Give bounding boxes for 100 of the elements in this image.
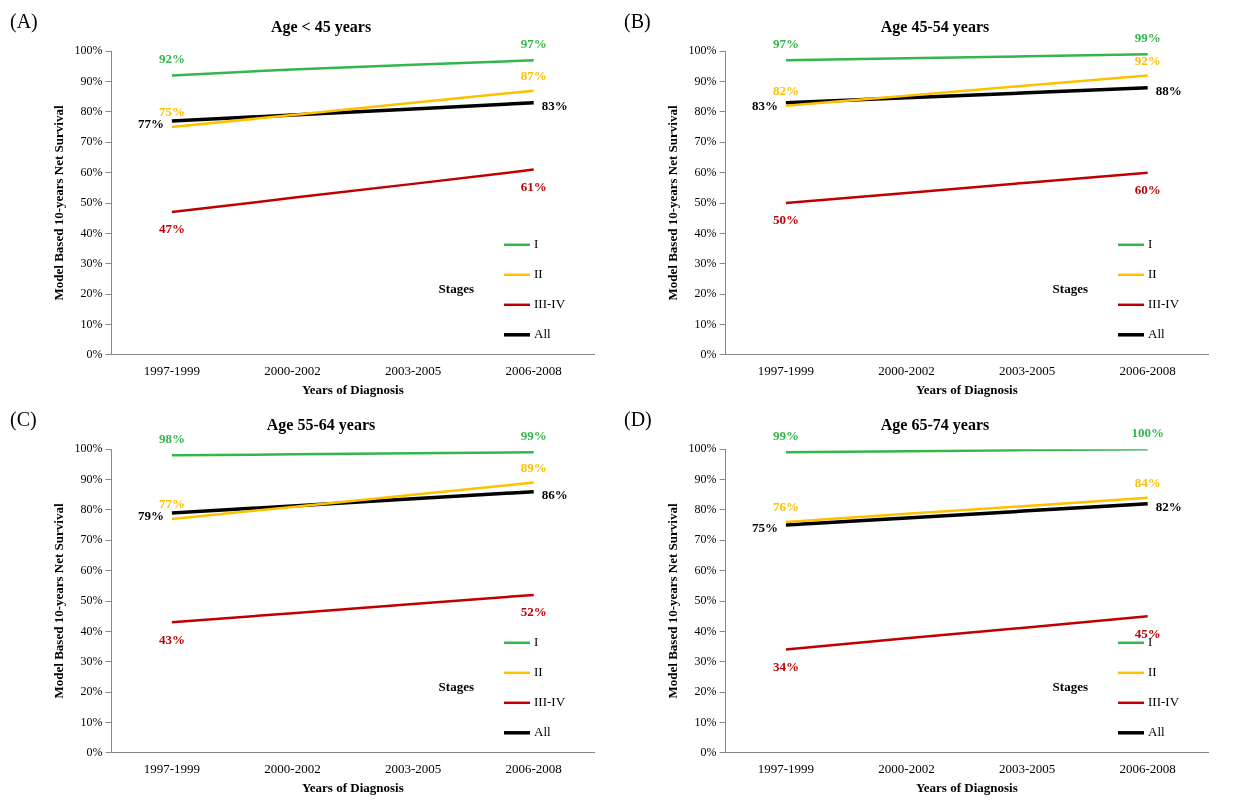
y-tick-label: 10% [694,714,717,729]
x-tick-label: 1997-1999 [143,761,201,777]
data-label: 99% [772,427,799,443]
legend-label: All [1148,326,1165,342]
y-tick-label: 70% [80,134,103,149]
y-tick-label: 100% [74,441,103,456]
y-tick-label: 20% [80,684,103,699]
y-tick-label: 60% [80,562,103,577]
y-tick-label: 60% [80,164,103,179]
y-tick-label: 80% [694,104,717,119]
y-tick-label: 80% [80,502,103,517]
legend-label: III-IV [534,694,566,710]
y-tick-label: 50% [80,195,103,210]
legend-label: All [534,724,551,740]
y-axis-title: Model Based 10-years Net Survival [665,503,681,699]
legend-label: All [1148,724,1165,740]
text: (B) [624,10,651,33]
text: (A) [10,10,38,33]
legend-label: II [534,266,543,282]
chart-title: Age 55-64 years [266,415,376,434]
y-tick-label: 10% [80,316,103,331]
y-tick-label: 50% [694,195,717,210]
data-label: 92% [158,50,185,66]
data-label: 83% [541,98,568,114]
y-tick-label: 100% [74,43,103,58]
legend-label: I [534,236,539,252]
y-tick-label: 60% [694,164,717,179]
x-tick-label: 2003-2005 [998,761,1056,777]
y-tick-label: 20% [694,286,717,301]
text: (C) [10,408,37,431]
y-tick-label: 60% [694,562,717,577]
y-tick-label: 100% [688,43,717,58]
data-label: 100% [1131,424,1164,440]
y-tick-label: 40% [80,623,103,638]
y-tick-label: 20% [80,286,103,301]
x-tick-label: 2006-2008 [1119,761,1176,777]
legend-title: Stages [1052,281,1088,297]
data-label: 99% [1134,29,1161,45]
x-tick-label: 2003-2005 [998,363,1056,379]
x-tick-label: 2000-2002 [878,761,935,777]
legend-label: III-IV [534,296,566,312]
legend-label: II [534,664,543,680]
legend-title: Stages [438,281,474,297]
data-label: 87% [520,68,547,84]
x-axis-title: Years of Diagnosis [301,779,404,795]
data-label: 50% [772,212,799,228]
y-tick-label: 70% [694,134,717,149]
x-tick-label: 2006-2008 [1119,363,1176,379]
data-label: 34% [772,658,799,674]
data-label: 98% [158,430,185,446]
y-tick-label: 70% [694,532,717,547]
y-tick-label: 40% [80,225,103,240]
legend-label: All [534,326,551,342]
data-label: 82% [772,83,799,99]
data-label: 47% [158,221,185,237]
data-label: 86% [541,487,568,503]
data-label: 88% [1155,82,1182,98]
y-tick-label: 50% [80,593,103,608]
data-label: 60% [1134,182,1161,197]
x-tick-label: 2000-2002 [264,761,321,777]
legend-label: I [534,634,539,650]
x-tick-label: 2000-2002 [878,363,935,379]
y-tick-label: 40% [694,225,717,240]
y-tick-label: 30% [80,653,103,668]
data-label: 92% [1134,52,1161,68]
y-tick-label: 100% [688,441,717,456]
text: (D) [624,408,652,431]
y-tick-label: 0% [86,744,103,759]
data-label: 97% [772,35,799,51]
data-label: 61% [520,178,547,194]
x-tick-label: 1997-1999 [757,761,815,777]
x-tick-label: 2003-2005 [384,363,442,379]
data-label: 97% [520,35,547,51]
legend-label: I [1148,236,1153,252]
y-tick-label: 40% [694,623,717,638]
y-tick-label: 80% [80,104,103,119]
y-tick-label: 10% [80,714,103,729]
data-label: 75% [751,520,778,536]
y-tick-label: 90% [80,471,103,486]
data-label: 76% [772,499,799,515]
legend-label: II [1148,266,1157,282]
data-label: 89% [520,459,547,475]
y-axis-title: Model Based 10-years Net Survival [51,105,67,301]
y-tick-label: 50% [694,593,717,608]
legend-label: II [1148,664,1157,680]
y-tick-label: 30% [694,653,717,668]
data-label: 83% [751,98,778,114]
y-tick-label: 90% [80,73,103,88]
data-label: 82% [1155,499,1182,515]
y-tick-label: 0% [700,346,717,361]
y-tick-label: 30% [694,255,717,270]
x-tick-label: 2000-2002 [264,363,321,379]
legend-label: III-IV [1148,694,1180,710]
data-label: 52% [520,604,547,620]
x-tick-label: 1997-1999 [757,363,815,379]
y-tick-label: 20% [694,684,717,699]
chart-title: Age 65-74 years [880,415,990,434]
x-tick-label: 2003-2005 [384,761,442,777]
data-label: 84% [1134,475,1161,491]
x-axis-title: Years of Diagnosis [915,381,1018,397]
